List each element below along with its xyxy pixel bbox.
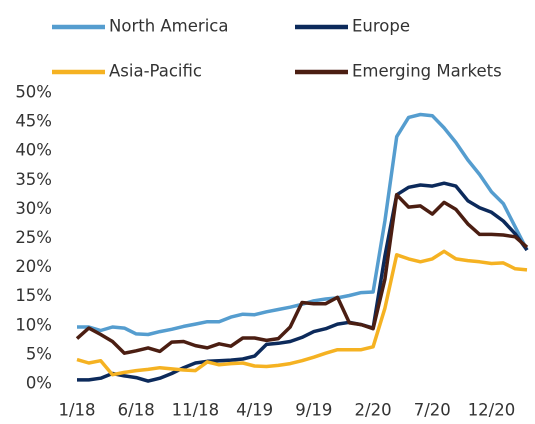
- legend-label: North America: [109, 17, 228, 36]
- x-tick-label: 4/19: [236, 401, 273, 420]
- y-tick-label: 50%: [15, 83, 52, 102]
- series-line: [75, 193, 529, 355]
- y-tick-label: 25%: [15, 228, 52, 247]
- y-tick-label: 30%: [15, 199, 52, 218]
- y-tick-label: 40%: [15, 141, 52, 160]
- x-tick-label: 9/19: [295, 401, 332, 420]
- y-tick-label: 5%: [26, 344, 52, 363]
- x-tick-label: 1/18: [58, 401, 95, 420]
- series-line: [76, 249, 528, 377]
- x-tick-label: 7/20: [414, 401, 451, 420]
- y-tick-label: 10%: [15, 315, 52, 334]
- legend-label: Asia-Pacific: [109, 62, 202, 81]
- y-tick-label: 0%: [26, 374, 52, 393]
- y-tick-label: 45%: [15, 112, 52, 131]
- x-tick-label: 6/18: [118, 401, 155, 420]
- y-tick-label: 35%: [15, 170, 52, 189]
- x-tick-label: 2/20: [355, 401, 392, 420]
- y-tick-label: 15%: [15, 286, 52, 305]
- series-line: [77, 181, 529, 383]
- x-tick-label: 11/18: [172, 401, 220, 420]
- legend-label: Europe: [352, 17, 410, 36]
- x-tick-label: 12/20: [468, 401, 516, 420]
- legend-label: Emerging Markets: [352, 62, 502, 81]
- y-tick-label: 20%: [15, 257, 52, 276]
